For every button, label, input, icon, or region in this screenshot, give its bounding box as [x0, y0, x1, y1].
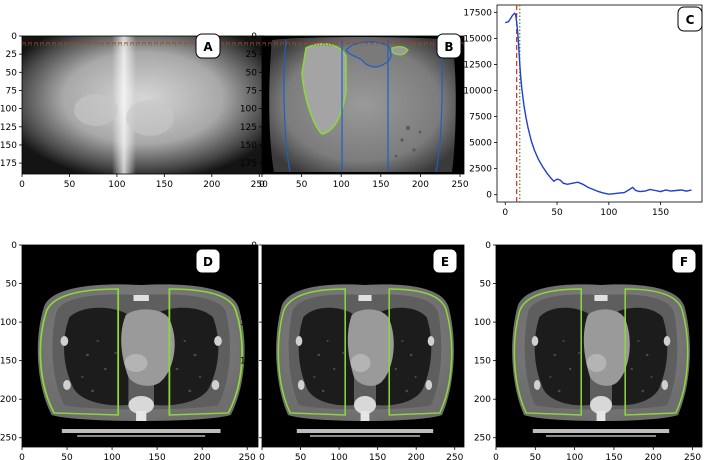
panel-f-xtick-label: 100: [566, 453, 583, 460]
panel-a-ytick-label: 125: [0, 123, 17, 133]
panel-d-xtick-label: 200: [194, 453, 211, 460]
panel-b-ytick-label: 125: [240, 123, 257, 133]
svg-text:F: F: [680, 255, 688, 269]
chart-xtick-label: 0: [502, 208, 508, 218]
panel-c-chart: 0 50 100 150 0 2500 5000 7500 10000 12500 15000 175…: [463, 4, 703, 218]
panel-b-badge: B: [436, 33, 462, 59]
svg-text:E: E: [441, 255, 449, 269]
panel-b-xtick-label: 0: [259, 180, 265, 190]
chart-ytick-label: 7500: [469, 113, 492, 123]
panel-f-ytick-label: 50: [480, 280, 492, 290]
panel-d-badge: D: [195, 248, 221, 274]
panel-b-xtick-label: 50: [296, 180, 308, 190]
panel-d-ytick-label: 50: [6, 280, 18, 290]
panel-d-xtick-label: 0: [19, 453, 25, 460]
panel-a-xtick-label: 0: [19, 180, 25, 190]
panel-f-xtick-label: 0: [493, 453, 499, 460]
panel-b-upper-outline: [345, 41, 392, 68]
panel-a-badge: A: [195, 33, 221, 59]
panel-f-ytick-label: 150: [474, 357, 491, 367]
panel-a-xtick-label: 200: [203, 180, 220, 190]
panel-b-ytick-label: 25: [246, 50, 257, 60]
panel-d-xtick-label: 250: [239, 453, 256, 460]
panel-f-ytick-label: 0: [485, 241, 491, 251]
panel-d-ytick-label: 200: [0, 395, 17, 405]
chart-axes-frame: [496, 4, 703, 203]
svg-text:B: B: [444, 40, 453, 54]
panel-b-ytick-label: 75: [246, 86, 257, 96]
svg-text:D: D: [203, 255, 213, 269]
panel-d-xtick-label: 150: [149, 453, 166, 460]
panel-f-ytick-label: 100: [474, 318, 491, 328]
panel-d-ytick-label: 150: [0, 357, 17, 367]
panel-a-ytick-label: 50: [6, 68, 18, 78]
panel-a-ytick-label: 25: [6, 50, 17, 60]
panel-a-ytick-label: 0: [11, 32, 17, 42]
chart-xtick-label: 100: [600, 208, 617, 218]
panel-e-ytick-label: 200: [240, 395, 257, 405]
panel-a-ytick-label: 150: [0, 141, 17, 151]
panel-e-xtick-label: 250: [446, 453, 463, 460]
panel-c-badge: C: [677, 6, 703, 32]
panel-a-xtick-label: 250: [251, 180, 268, 190]
panel-a-ytick-label: 75: [6, 86, 17, 96]
panel-b-ytick-label: 0: [251, 32, 257, 42]
panel-f-xtick-label: 150: [605, 453, 622, 460]
panel-a-xtick-label: 50: [64, 180, 76, 190]
panel-e-badge: E: [432, 248, 458, 274]
panel-f-ytick-label: 250: [474, 434, 491, 444]
panel-a-xtick-label: 100: [108, 180, 125, 190]
panel-e-xtick-label: 0: [259, 453, 265, 460]
panel-e-ytick-label: 50: [246, 280, 258, 290]
panel-f-ytick-label: 200: [474, 395, 491, 405]
panel-a-xtick-label: 150: [156, 180, 173, 190]
panel-a: A: [21, 33, 265, 175]
panel-e: E: [261, 244, 465, 448]
panel-b-xtick-label: 150: [372, 180, 389, 190]
panel-f-xtick-label: 50: [530, 453, 542, 460]
svg-text:C: C: [686, 13, 695, 27]
panel-d-xtick-label: 50: [61, 453, 73, 460]
panel-b-ytick-label: 50: [246, 68, 258, 78]
chart-ytick-label: 15000: [463, 34, 492, 44]
chart-xtick-label: 150: [652, 208, 669, 218]
panel-b-xtick-label: 250: [451, 180, 468, 190]
panel-e-xtick-label: 100: [331, 453, 348, 460]
panel-e-ytick-label: 150: [240, 357, 257, 367]
panel-a-ytick-label: 175: [0, 159, 17, 169]
panel-d-xtick-label: 100: [103, 453, 120, 460]
panel-d-ytick-label: 0: [11, 241, 17, 251]
panel-f: F: [495, 244, 703, 448]
panel-f-badge: F: [671, 248, 697, 274]
chart-ytick-label: 17500: [463, 8, 492, 18]
chart-ytick-label: 12500: [463, 60, 492, 70]
panel-e-xtick-label: 50: [295, 453, 307, 460]
panel-f-xtick-label: 200: [645, 453, 662, 460]
panel-e-xtick-label: 200: [408, 453, 425, 460]
panel-b-xtick-label: 200: [412, 180, 429, 190]
panel-b-ytick-label: 100: [240, 105, 257, 115]
panel-b-ytick-label: 150: [240, 141, 257, 151]
panel-e-ytick-label: 250: [240, 434, 257, 444]
panel-e-ytick-label: 100: [240, 318, 257, 328]
panel-a-ytick-label: 100: [0, 105, 17, 115]
panel-d: D: [21, 244, 259, 448]
svg-text:A: A: [203, 40, 213, 54]
panel-b-xtick-label: 100: [333, 180, 350, 190]
panel-f-xtick-label: 250: [684, 453, 701, 460]
panel-b-ytick-label: 175: [240, 159, 257, 169]
panel-d-ytick-label: 100: [0, 318, 17, 328]
chart-ytick-label: 5000: [469, 139, 492, 149]
chart-ytick-label: 2500: [469, 165, 492, 175]
panel-e-ytick-label: 0: [251, 241, 257, 251]
chart-xtick-label: 50: [551, 208, 563, 218]
chart-ytick-label: 10000: [463, 86, 492, 96]
panel-b-liver-outline: [301, 43, 347, 135]
panel-b: B: [261, 33, 465, 175]
panel-d-ytick-label: 250: [0, 434, 17, 444]
panel-e-xtick-label: 150: [369, 453, 386, 460]
chart-series-line: [505, 12, 692, 195]
chart-ytick-label: 0: [486, 191, 492, 201]
